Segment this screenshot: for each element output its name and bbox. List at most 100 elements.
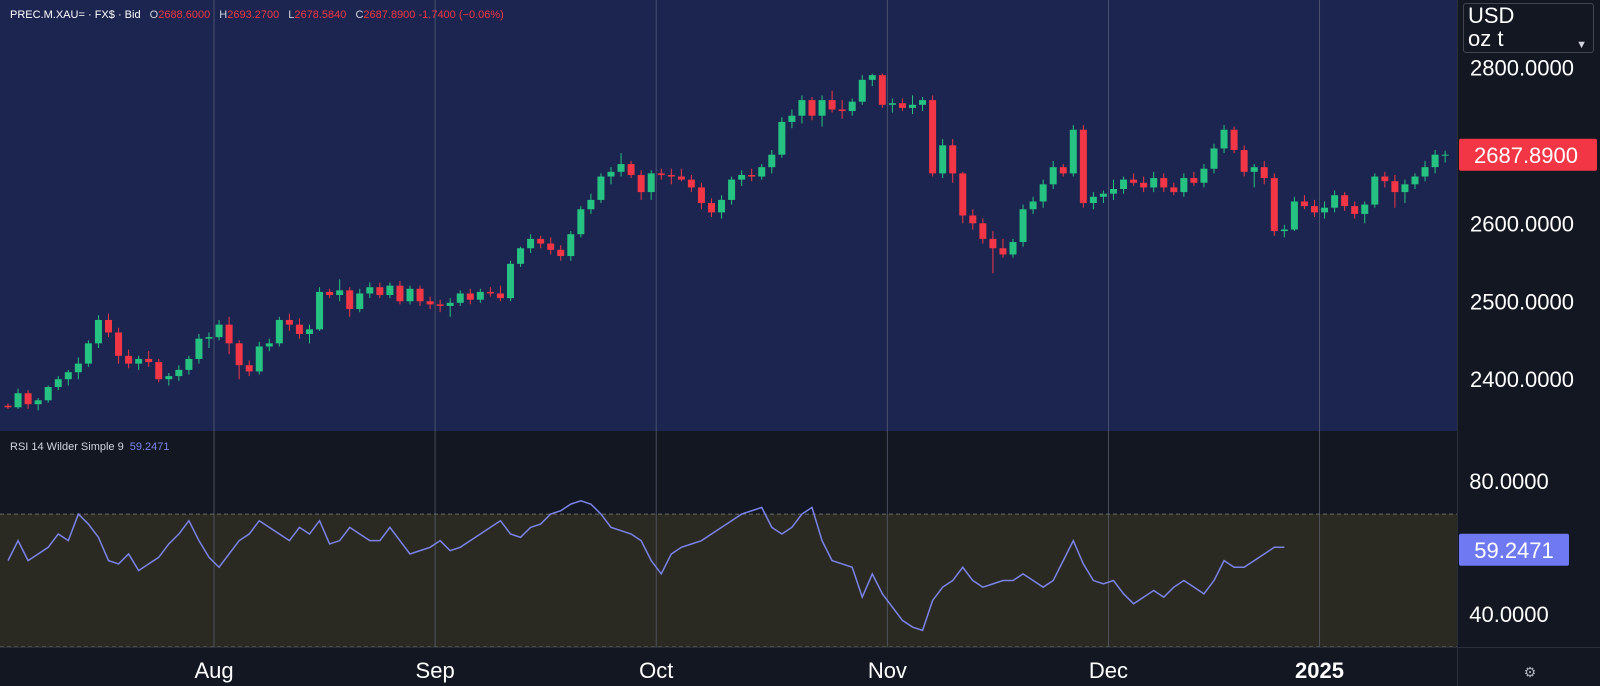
candle-body xyxy=(878,75,886,105)
candle-body xyxy=(366,287,374,294)
candle-body xyxy=(386,285,394,296)
candle-body xyxy=(1160,178,1168,188)
settings-icon[interactable]: ⚙ xyxy=(1523,664,1537,680)
candle-body xyxy=(527,238,535,249)
candle-body xyxy=(818,100,826,116)
legend-close-value: 2687.8900 xyxy=(363,9,416,21)
candle-body xyxy=(1009,242,1017,255)
candle-body xyxy=(557,249,565,257)
candle-body xyxy=(637,174,645,193)
candle-body xyxy=(748,174,756,177)
candle-body xyxy=(587,199,595,210)
currency-unit-selector[interactable]: USD oz t ▼ xyxy=(1463,3,1594,53)
legend-high-label: H xyxy=(219,9,228,21)
candle-body xyxy=(316,291,324,330)
price-tick-label: 2400.0000 xyxy=(1470,367,1574,392)
candle-body xyxy=(909,104,916,108)
candle-body xyxy=(135,358,143,364)
candle-body xyxy=(24,393,32,405)
last-price-marker xyxy=(1459,138,1597,171)
candle-body xyxy=(687,179,695,188)
chevron-down-icon: ▼ xyxy=(1576,39,1587,51)
candle-body xyxy=(1019,209,1027,243)
candle-body xyxy=(929,100,937,174)
candle-body xyxy=(1130,179,1138,183)
candle-body xyxy=(1351,206,1359,214)
candle-body xyxy=(989,238,997,249)
time-tick-label: Nov xyxy=(868,658,907,683)
candle-body xyxy=(476,291,484,300)
candle-body xyxy=(64,372,72,380)
candle-body xyxy=(356,293,364,310)
candle-body xyxy=(1421,167,1429,177)
candle-body xyxy=(788,115,796,122)
price-pane-background xyxy=(0,0,1457,431)
candle-body xyxy=(225,324,233,344)
candle-body xyxy=(868,75,876,80)
candle-body xyxy=(718,199,726,213)
candle-body xyxy=(84,343,92,364)
candle-body xyxy=(657,173,665,175)
candle-body xyxy=(406,288,414,302)
legend-separator: · xyxy=(117,9,122,21)
candle-body xyxy=(507,263,514,299)
candle-body xyxy=(1200,168,1208,183)
legend-open-value: 2688.6000 xyxy=(158,9,211,21)
legend-symbol: PREC.M.XAU= xyxy=(10,9,85,21)
candle-body xyxy=(778,121,786,155)
candle-body xyxy=(1270,178,1278,232)
candle-body xyxy=(1089,196,1097,204)
candle-body xyxy=(346,290,354,310)
candle-body xyxy=(1341,195,1349,207)
rsi-legend-label: RSI 14 Wilder Simple 9 xyxy=(10,441,124,453)
candle-body xyxy=(336,290,344,296)
candle-body xyxy=(14,393,22,408)
candle-body xyxy=(627,164,635,175)
legend-feed: FX$ xyxy=(94,9,115,21)
candle-body xyxy=(1411,176,1419,185)
candle-body xyxy=(1431,154,1439,168)
candle-body xyxy=(1120,179,1128,189)
candle-body xyxy=(326,291,334,296)
legend-low-label: L xyxy=(288,9,295,21)
candle-body xyxy=(1361,204,1369,214)
candle-body xyxy=(768,154,776,168)
price-tick-label: 2600.0000 xyxy=(1470,211,1574,236)
candle-body xyxy=(567,234,575,257)
candle-body xyxy=(697,187,705,204)
candle-body xyxy=(195,338,203,359)
candle-body xyxy=(486,291,494,294)
candle-body xyxy=(1311,206,1318,213)
candle-body xyxy=(808,100,816,116)
legend-change: -1.7400 xyxy=(418,9,456,21)
last-price-label: 2687.8900 xyxy=(1474,143,1578,168)
candle-body xyxy=(1150,178,1158,188)
candle-body xyxy=(105,319,112,333)
candle-body xyxy=(898,103,906,108)
legend-close-label: C xyxy=(355,9,364,21)
candle-body xyxy=(426,301,434,305)
candle-body xyxy=(295,324,303,335)
legend-separator: · xyxy=(87,9,92,21)
candle-body xyxy=(125,355,133,364)
candle-body xyxy=(416,288,424,302)
price-legend: PREC.M.XAU= · FX$ · Bid O2688.6000 H2693… xyxy=(10,9,504,21)
time-tick-label: Dec xyxy=(1089,658,1128,683)
candle-body xyxy=(758,167,766,177)
rsi-series xyxy=(7,499,1285,632)
candle-body xyxy=(1110,188,1117,194)
candle-body xyxy=(1371,176,1379,205)
candle-body xyxy=(547,243,555,250)
candle-body xyxy=(848,101,856,112)
candle-body xyxy=(1170,187,1178,193)
candle-body xyxy=(4,405,12,408)
rsi-legend-value: 59.2471 xyxy=(129,441,170,453)
candle-body xyxy=(466,293,474,300)
rsi-band xyxy=(0,513,1457,648)
candle-body xyxy=(145,358,153,363)
candle-body xyxy=(979,223,987,239)
candle-body xyxy=(1300,201,1308,207)
candle-body xyxy=(446,302,454,306)
